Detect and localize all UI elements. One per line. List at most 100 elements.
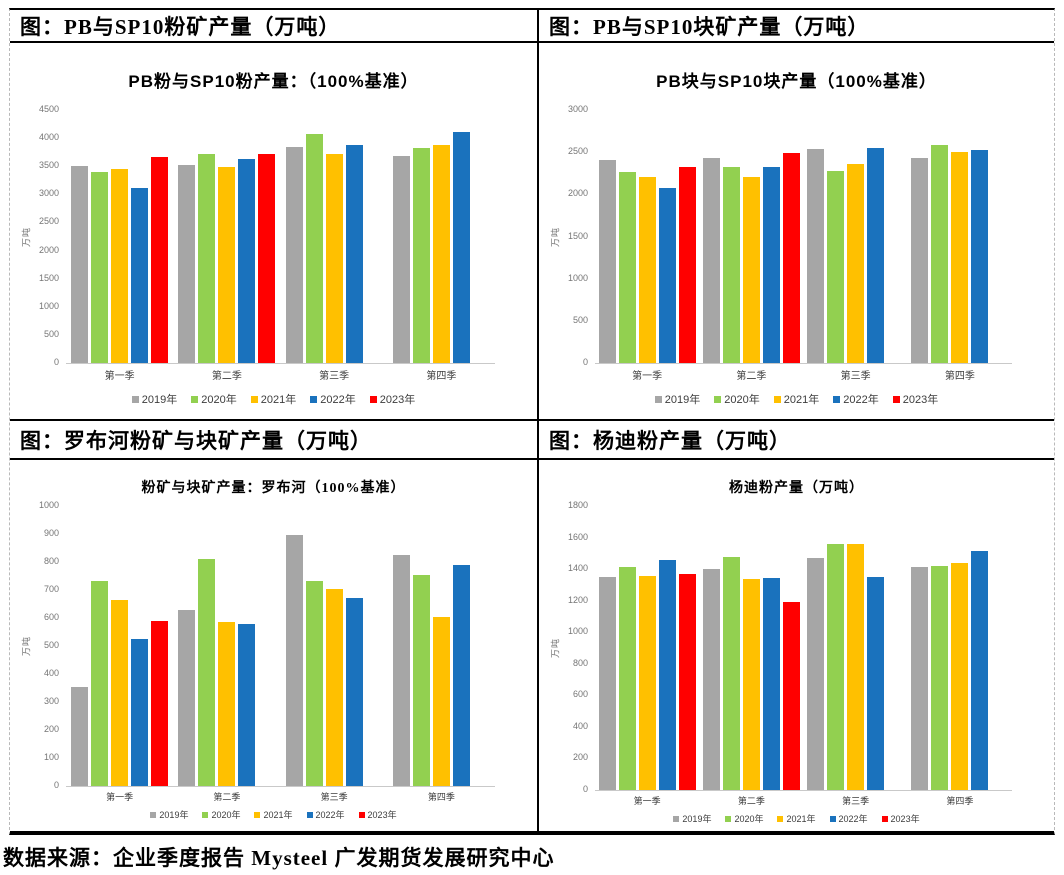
y-tick-label: 2500 <box>38 216 59 227</box>
x-tick-label: 第一季 <box>104 371 135 382</box>
y-axis: 万吨 0 500 1000 1500 2000 2500 3000 3500 4000 4500 <box>18 105 66 367</box>
y-tick-label: 2000 <box>567 188 588 199</box>
y-axis-title: 万吨 <box>550 226 561 247</box>
bar-2020年-第一季 <box>618 172 636 363</box>
y-tick-label: 1600 <box>567 531 588 542</box>
legend-swatch <box>310 395 318 403</box>
bar-2022年-第三季 <box>867 577 885 790</box>
y-tick-label: 800 <box>43 556 59 566</box>
x-axis-labels: 第一季 第二季 第三季 第四季 <box>66 790 495 803</box>
x-axis-labels: 第一季 第二季 第三季 第四季 <box>66 367 495 382</box>
chart-robe-river: 粉矿与块矿产量：罗布河（100%基准） 万吨 0 100 200 300 400 500 6… <box>10 460 537 831</box>
bar-2020年-第四季 <box>412 147 430 363</box>
bar-2022年-第四季 <box>971 550 989 790</box>
legend-swatch <box>881 815 888 822</box>
bar-2021年-第三季 <box>847 544 865 790</box>
x-axis-labels: 第一季 第二季 第三季 第四季 <box>595 367 1012 382</box>
legend-item-2020年: 2020年 <box>714 391 760 407</box>
legend-item-2019年: 2019年 <box>131 391 178 407</box>
y-tick-label: 1200 <box>567 594 588 605</box>
legend-swatch <box>202 811 209 818</box>
legend-label: 2021年 <box>786 814 816 824</box>
bar-2022年-第二季 <box>762 577 780 790</box>
y-tick-label: 400 <box>43 668 59 678</box>
y-tick-label: 2500 <box>567 146 588 157</box>
y-tick-label: 1000 <box>567 272 588 283</box>
bar-2019年-第一季 <box>71 686 89 786</box>
bar-group-第三季 <box>281 506 388 786</box>
y-tick-label: 500 <box>43 640 59 650</box>
y-tick-label: 2000 <box>38 244 59 255</box>
legend-label: 2023年 <box>890 814 920 824</box>
legend-item-2022年: 2022年 <box>306 808 345 821</box>
plot-area <box>66 506 495 787</box>
bar-2023年-第一季 <box>151 157 169 363</box>
legend-swatch <box>369 395 377 403</box>
bar-group-第一季 <box>66 110 173 363</box>
legend-label: 2019年 <box>141 394 178 406</box>
plot-area <box>66 110 495 364</box>
source-note: 数据来源：企业季度报告 Mysteel 广发期货发展研究中心 <box>3 846 555 870</box>
legend-swatch <box>892 395 900 403</box>
bar-2022年-第三季 <box>345 144 363 363</box>
panel-header-pb-sp10-lump: 图：PB与SP10块矿产量（万吨） <box>549 14 870 39</box>
bar-2020年-第三季 <box>827 170 845 363</box>
panel-header-robe-river: 图：罗布河粉矿与块矿产量（万吨） <box>10 421 539 458</box>
bar-2019年-第二季 <box>702 158 720 363</box>
legend-item-2021年: 2021年 <box>777 812 816 825</box>
legend-label: 2022年 <box>838 814 868 824</box>
legend-swatch <box>725 815 732 822</box>
bar-group-第三季 <box>281 110 388 363</box>
legend-label: 2021年 <box>260 394 297 406</box>
legend-swatch <box>833 395 841 403</box>
legend-label: 2023年 <box>902 394 939 406</box>
report-table: 图：PB与SP10粉矿产量（万吨） 图：PB与SP10块矿产量（万吨） PB粉与… <box>9 8 1055 835</box>
y-tick-label: 100 <box>43 752 59 762</box>
legend-item-2022年: 2022年 <box>833 391 879 407</box>
y-axis-title: 万吨 <box>21 635 32 657</box>
bar-2020年-第一季 <box>91 172 109 363</box>
plot-area <box>595 110 1012 364</box>
bar-2021年-第四季 <box>432 616 450 786</box>
legend-swatch <box>358 811 365 818</box>
bar-2020年-第二季 <box>198 153 216 363</box>
bar-2022年-第一季 <box>131 188 149 363</box>
y-axis: 万吨 0 200 400 600 800 1000 1200 1400 1600 1800 <box>547 501 595 794</box>
legend-label: 2023年 <box>367 810 397 820</box>
header-row-1: 图：PB与SP10粉矿产量（万吨） 图：PB与SP10块矿产量（万吨） <box>10 10 1054 43</box>
chart-cell-pb-sp10-fines: PB粉与SP10粉产量：（100%基准） 万吨 0 500 1000 1500 2000… <box>10 43 539 419</box>
bar-2019年-第四季 <box>911 158 929 363</box>
x-tick-label: 第二季 <box>211 371 242 382</box>
bar-2021年-第三季 <box>325 589 343 786</box>
x-tick-label: 第二季 <box>736 371 767 382</box>
legend-label: 2023年 <box>379 394 416 406</box>
bar-2020年-第二季 <box>722 167 740 363</box>
bar-2020年-第二季 <box>722 556 740 790</box>
bar-2022年-第三季 <box>345 598 363 786</box>
bar-2021年-第二季 <box>218 167 236 363</box>
bar-2021年-第一季 <box>638 576 656 790</box>
x-tick-label: 第二季 <box>213 792 241 802</box>
bar-group-第一季 <box>595 506 699 790</box>
x-tick-label: 第四季 <box>946 796 974 806</box>
chart-row-2: 粉矿与块矿产量：罗布河（100%基准） 万吨 0 100 200 300 400 500 6… <box>10 460 1054 833</box>
bar-group-第一季 <box>66 506 173 786</box>
y-tick-label: 600 <box>43 612 59 622</box>
bar-2020年-第四季 <box>412 574 430 786</box>
y-tick-label: 500 <box>43 328 59 339</box>
legend-swatch <box>829 815 836 822</box>
legend-item-2020年: 2020年 <box>191 391 237 407</box>
bar-2019年-第二季 <box>702 569 720 790</box>
bar-2020年-第三季 <box>827 543 845 790</box>
bar-2021年-第二季 <box>218 622 236 786</box>
bar-2022年-第四季 <box>452 564 470 786</box>
y-tick-label: 1400 <box>567 563 588 574</box>
bar-2023年-第二季 <box>258 153 276 363</box>
chart-cell-pb-sp10-lump: PB块与SP10块产量（100%基准） 万吨 0 500 1000 1500 2000 2… <box>539 43 1054 419</box>
legend-label: 2021年 <box>263 810 293 820</box>
bar-group-第四季 <box>908 110 1012 363</box>
bar-2020年-第三季 <box>305 581 323 786</box>
bar-group-第一季 <box>595 110 699 363</box>
bar-2022年-第一季 <box>131 639 149 786</box>
y-tick-label: 1000 <box>38 300 59 311</box>
